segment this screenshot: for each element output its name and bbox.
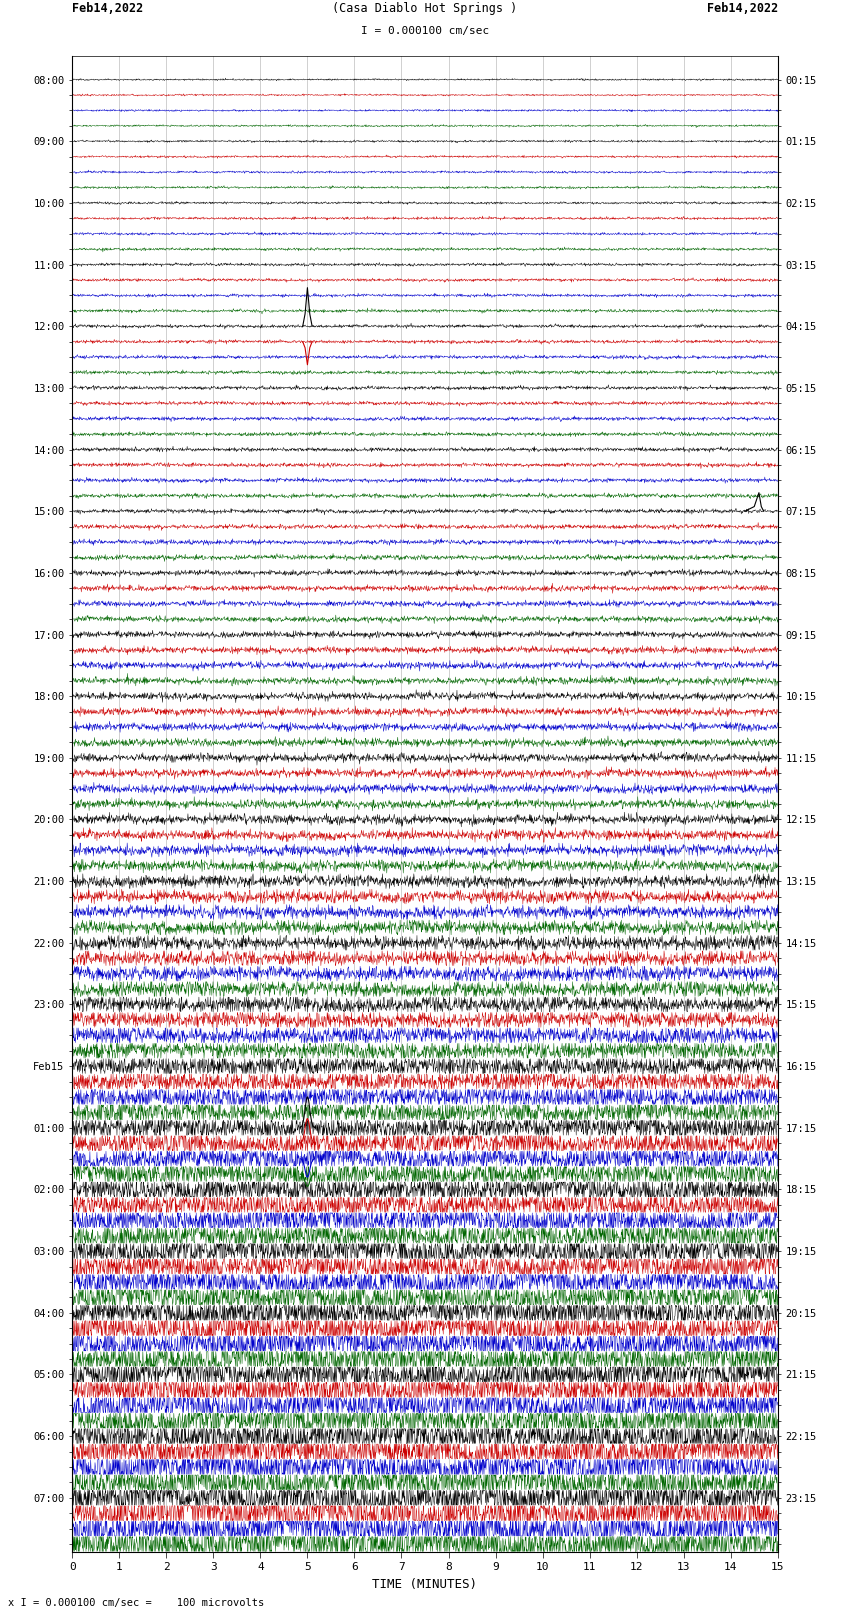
- Text: Feb14,2022: Feb14,2022: [706, 2, 778, 15]
- Text: I = 0.000100 cm/sec: I = 0.000100 cm/sec: [361, 26, 489, 35]
- X-axis label: TIME (MINUTES): TIME (MINUTES): [372, 1578, 478, 1590]
- Text: x I = 0.000100 cm/sec =    100 microvolts: x I = 0.000100 cm/sec = 100 microvolts: [8, 1598, 264, 1608]
- Text: (Casa Diablo Hot Springs ): (Casa Diablo Hot Springs ): [332, 2, 518, 15]
- Text: Feb14,2022: Feb14,2022: [72, 2, 144, 15]
